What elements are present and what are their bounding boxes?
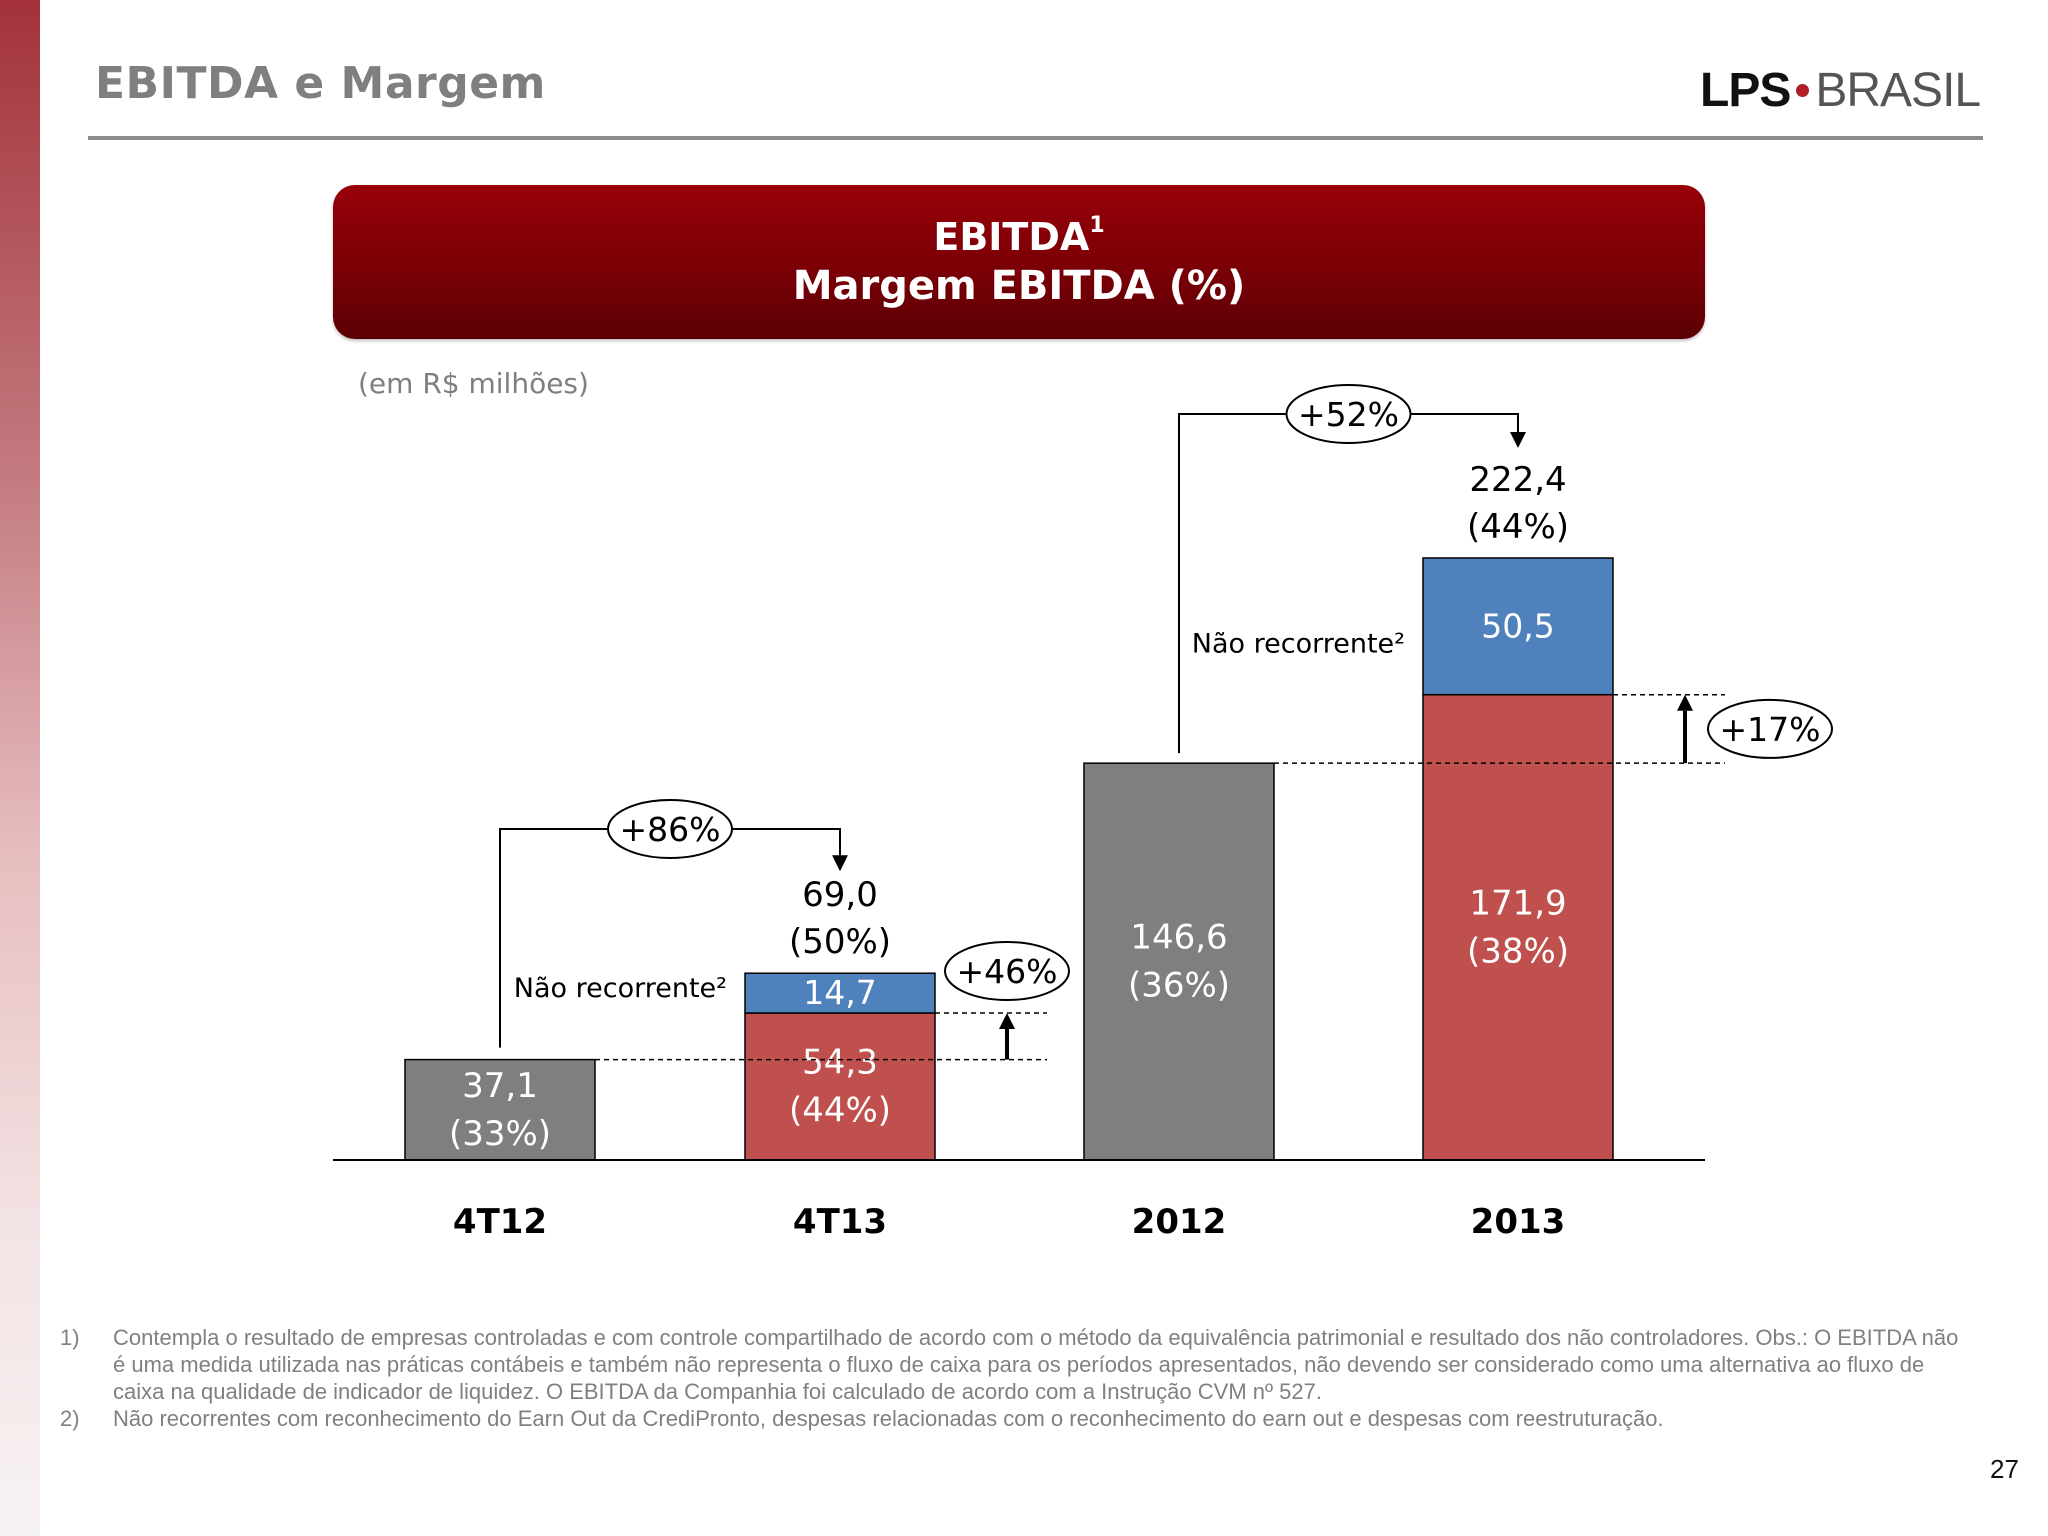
total-value-label: 69,0 (802, 875, 878, 915)
x-tick-label: 4T12 (453, 1202, 547, 1242)
footnote-2: 2) Não recorrentes com reconhecimento do… (60, 1405, 1960, 1432)
footnote-number: 2) (60, 1406, 80, 1431)
banner-line-2: Margem EBITDA (%) (792, 263, 1246, 309)
ebitda-value-label: 54,3 (802, 1043, 878, 1083)
footnotes: 1) Contempla o resultado de empresas con… (60, 1324, 1960, 1432)
footnote-text: Não recorrentes com reconhecimento do Ea… (113, 1406, 1664, 1431)
growth-annual-recurring-arrow-head (1677, 694, 1693, 711)
bar-ebitda-2013 (1422, 693, 1614, 1161)
ebitda-margin-label: (36%) (1128, 966, 1230, 1006)
ebitda-value-label: 146,6 (1130, 918, 1227, 958)
growth-annual-recurring-bubble-label: +17% (1720, 710, 1821, 749)
page-number: 27 (1990, 1454, 2019, 1484)
banner-footnote-ref: 1 (1089, 213, 1105, 238)
side-decorative-stripe (0, 0, 40, 1536)
bar-ebitda-4T12 (404, 1058, 596, 1161)
growth-bubble-quarter-total-label: +86% (620, 810, 721, 849)
company-logo: LPS BRASIL (1700, 62, 1985, 118)
footnote-number: 1) (60, 1325, 80, 1350)
growth-bubble-quarter-total (607, 799, 733, 859)
growth-quarter-recurring-bubble (944, 941, 1070, 1002)
non-recurring-label: Não recorrente² (1192, 628, 1405, 659)
non-recurring-label: Não recorrente² (514, 973, 727, 1004)
bar-ebitda-2012 (1083, 762, 1275, 1161)
growth-arrow-quarter-total (832, 855, 848, 872)
footnote-1: 1) Contempla o resultado de empresas con… (60, 1324, 1960, 1405)
total-value-label: 222,4 (1469, 460, 1566, 500)
ebitda-margin-label: (38%) (1467, 931, 1569, 971)
bar-ebitda-4T13 (744, 1012, 936, 1161)
bar-non-recurring-2013 (1422, 557, 1614, 696)
bar-non-recurring-4T13 (744, 972, 936, 1014)
growth-quarter-recurring-arrow-head (999, 1013, 1015, 1030)
logo-text-left: LPS (1700, 63, 1791, 117)
x-tick-label: 2013 (1471, 1202, 1566, 1242)
growth-annual-recurring-bubble (1707, 698, 1833, 759)
unit-note: (em R$ milhões) (358, 367, 589, 400)
ebitda-value-label: 37,1 (462, 1066, 538, 1106)
banner-line-1-text: EBITDA (933, 215, 1090, 259)
total-margin-label: (44%) (1467, 507, 1569, 547)
page-title: EBITDA e Margem (95, 58, 546, 109)
logo-dot-icon (1796, 83, 1810, 97)
growth-arrow-annual-total (1510, 432, 1526, 448)
ebitda-margin-label: (33%) (449, 1114, 551, 1154)
growth-bubble-annual-total (1285, 384, 1412, 444)
footnote-text: Contempla o resultado de empresas contro… (113, 1325, 1959, 1404)
title-divider (88, 136, 1983, 140)
banner-line-1: EBITDA1 (333, 213, 1705, 259)
non-recurring-value-label: 50,5 (1481, 606, 1554, 645)
growth-quarter-recurring-bubble-label: +46% (957, 952, 1058, 991)
x-tick-label: 4T13 (793, 1202, 887, 1242)
logo-text-right: BRASIL (1815, 63, 1981, 117)
non-recurring-value-label: 14,7 (803, 973, 876, 1012)
ebitda-margin-label: (44%) (789, 1091, 891, 1131)
chart-title-banner: EBITDA1 Margem EBITDA (%) (333, 185, 1705, 339)
x-tick-label: 2012 (1132, 1202, 1227, 1242)
total-margin-label: (50%) (789, 922, 891, 962)
growth-bubble-annual-total-label: +52% (1298, 395, 1399, 434)
ebitda-value-label: 171,9 (1469, 883, 1566, 923)
